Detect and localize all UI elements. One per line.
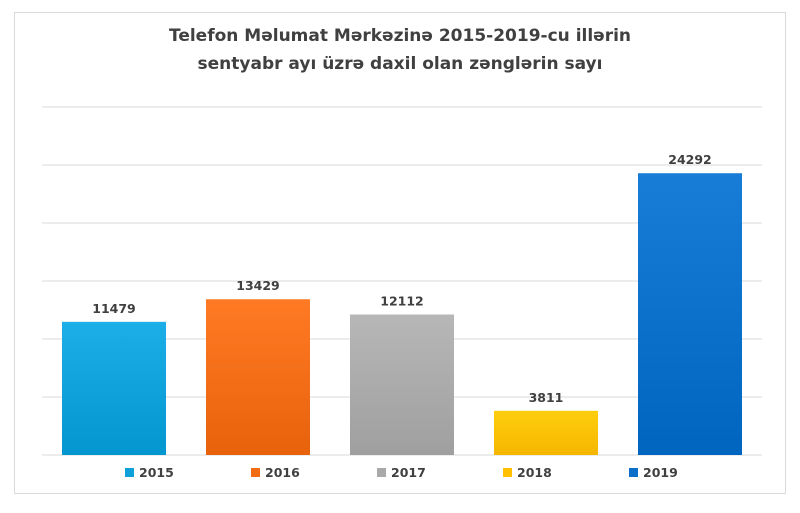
legend-label-2015: 2015: [139, 465, 174, 480]
bars: [62, 173, 742, 455]
legend-label-2019: 2019: [643, 465, 678, 480]
legend-swatch-2015: [125, 468, 134, 477]
bar-2015: [62, 321, 166, 455]
chart-title-line-1: Telefon Məlumat Mərkəzinə 2015-2019-cu i…: [168, 26, 632, 46]
chart-title-line-2: sentyabr ayı üzrə daxil olan zənglərin s…: [197, 54, 603, 74]
chart-title: Telefon Məlumat Mərkəzinə 2015-2019-cu i…: [0, 22, 800, 78]
legend-label-2018: 2018: [517, 465, 552, 480]
legend-swatch-2018: [503, 468, 512, 477]
legend-label-2017: 2017: [391, 465, 426, 480]
legend-swatch-2017: [377, 468, 386, 477]
legend-label-2016: 2016: [265, 465, 300, 480]
data-labels: 11479 13429 12112 3811 24292: [92, 152, 712, 405]
bar-2017: [350, 314, 454, 455]
data-label-2017: 12112: [380, 294, 424, 309]
legend-swatch-2019: [629, 468, 638, 477]
data-label-2015: 11479: [92, 301, 136, 316]
data-label-2018: 3811: [529, 390, 564, 405]
data-label-2019: 24292: [668, 152, 712, 167]
data-label-2016: 13429: [236, 278, 280, 293]
bar-2019: [638, 173, 742, 455]
legend: 2015 2016 2017 2018 2019: [125, 465, 678, 480]
bar-2016: [206, 299, 310, 455]
bar-2018: [494, 410, 598, 455]
legend-swatch-2016: [251, 468, 260, 477]
